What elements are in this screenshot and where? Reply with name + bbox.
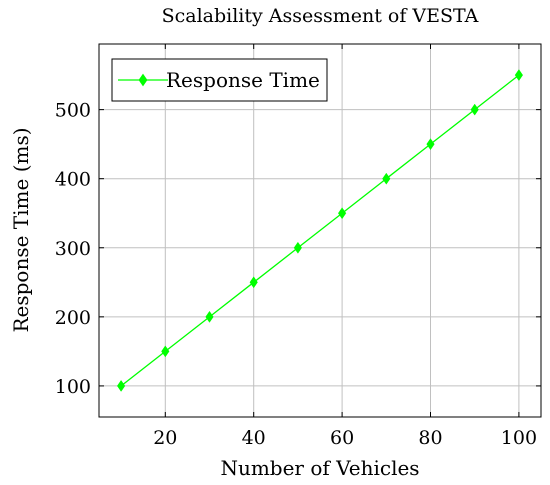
- y-tick-label: 300: [55, 238, 91, 260]
- y-tick-label: 400: [55, 169, 91, 191]
- legend-label: Response Time: [166, 68, 320, 92]
- tick-layer: 20 40 60 80 100 100 200 300 400 500: [55, 44, 541, 449]
- x-tick-label: 80: [418, 427, 442, 449]
- legend-marker: [138, 73, 148, 87]
- y-axis-label: Response Time (ms): [9, 127, 33, 332]
- x-tick-label: 60: [330, 427, 354, 449]
- x-axis-label: Number of Vehicles: [220, 456, 419, 480]
- data-point: [249, 276, 258, 289]
- x-tick-label: 20: [153, 427, 177, 449]
- data-point: [293, 241, 303, 254]
- data-point: [161, 345, 170, 358]
- chart-title: Scalability Assessment of VESTA: [162, 5, 479, 27]
- data-point: [116, 379, 126, 392]
- series-line: [120, 74, 520, 387]
- series-layer: [116, 69, 524, 392]
- y-tick-label: 500: [55, 100, 91, 122]
- grid: [99, 44, 541, 417]
- x-tick-label: 100: [501, 427, 537, 449]
- data-point: [426, 138, 435, 151]
- plot-frame: [98, 43, 542, 418]
- x-tick-label: 40: [242, 427, 266, 449]
- legend: Response Time: [111, 58, 328, 102]
- data-point: [337, 207, 347, 220]
- y-tick-label: 200: [55, 307, 91, 329]
- data-point: [470, 103, 479, 116]
- data-point: [382, 172, 391, 185]
- data-point: [514, 69, 524, 82]
- data-point: [205, 310, 214, 323]
- y-tick-label: 100: [55, 376, 91, 398]
